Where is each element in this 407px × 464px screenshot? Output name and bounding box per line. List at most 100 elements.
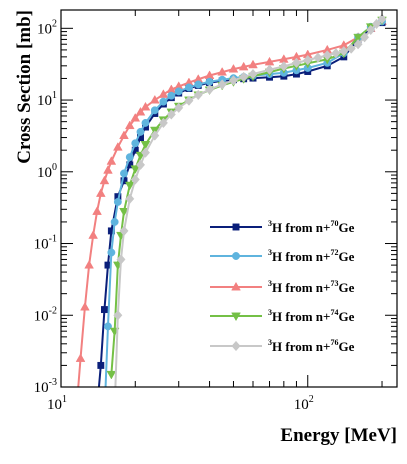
x-tick-label: 101 — [47, 394, 67, 413]
data-point — [119, 130, 129, 139]
data-point — [84, 260, 94, 269]
data-point — [99, 175, 110, 185]
data-point — [313, 52, 323, 63]
data-point — [377, 13, 387, 25]
data-point — [150, 130, 160, 141]
data-point — [303, 54, 313, 66]
data-point — [130, 174, 140, 185]
data-point — [184, 83, 193, 92]
data-point — [88, 230, 98, 239]
data-point — [135, 159, 146, 171]
data-point — [131, 139, 140, 148]
data-point — [184, 95, 194, 106]
y-tick-label-exp: 2 — [52, 18, 57, 29]
y-tick-label-exp: 0 — [52, 162, 57, 173]
x-axis-title: Energy [MeV] — [280, 425, 397, 446]
data-point — [140, 141, 151, 150]
series-layer — [75, 13, 387, 387]
data-point — [141, 118, 150, 127]
data-point — [80, 301, 90, 311]
y-tick-label: 100 — [37, 162, 57, 181]
plot-frame — [60, 9, 398, 388]
x-tick-label-base: 10 — [294, 397, 309, 413]
data-point — [228, 75, 238, 86]
data-point — [124, 120, 135, 130]
legend-entry: 3H from n+76Ge — [210, 338, 355, 354]
x-tick-label: 102 — [294, 394, 314, 413]
data-point — [113, 142, 123, 151]
data-point — [353, 39, 363, 50]
data-point — [92, 206, 102, 215]
y-tick-label-base: 10 — [37, 93, 52, 109]
data-point — [158, 89, 169, 98]
y-tick-label-base: 10 — [37, 165, 52, 181]
legend-label: 3H from n+73Ge — [268, 279, 355, 295]
legend-marker — [231, 340, 241, 352]
data-point — [331, 48, 341, 59]
y-tick-label-base: 10 — [34, 237, 49, 253]
data-point — [125, 193, 135, 204]
legend-label: 3H from n+76Ge — [268, 338, 355, 354]
data-point — [353, 33, 363, 43]
y-tick-label-exp: -2 — [49, 305, 57, 316]
legend-label: 3H from n+70Ge — [268, 219, 355, 235]
data-point — [322, 50, 332, 61]
data-point — [104, 322, 112, 331]
y-tick-label: 102 — [37, 18, 57, 37]
data-point — [106, 156, 117, 165]
legend-marker — [232, 223, 240, 231]
data-point — [264, 64, 275, 75]
data-point — [107, 248, 116, 257]
data-point — [140, 101, 151, 111]
data-point — [100, 306, 108, 314]
data-point — [124, 181, 135, 191]
data-point — [174, 87, 183, 96]
legend-label: 3H from n+72Ge — [268, 248, 355, 264]
data-point — [339, 45, 349, 57]
data-point — [360, 32, 370, 43]
y-tick-label-exp: -1 — [49, 234, 57, 245]
data-point — [194, 80, 203, 89]
legend-marker — [231, 281, 241, 291]
legend-entry: 3H from n+73Ge — [210, 279, 355, 295]
data-point — [136, 127, 145, 136]
y-tick-label: 101 — [37, 90, 57, 109]
y-tick-label-base: 10 — [37, 21, 52, 37]
legend-entry: 3H from n+70Ge — [210, 219, 355, 235]
data-point — [193, 89, 203, 101]
data-point — [130, 113, 141, 122]
data-point — [248, 59, 258, 69]
legend-label: 3H from n+74Ge — [268, 308, 355, 324]
data-point — [228, 63, 239, 73]
data-point — [205, 77, 214, 86]
x-tick-label-base: 10 — [47, 397, 62, 413]
data-point — [135, 106, 146, 116]
data-point — [346, 43, 356, 54]
data-point — [371, 18, 382, 30]
data-point — [166, 109, 176, 120]
data-point — [103, 165, 113, 174]
y-tick-label-exp: 1 — [52, 90, 57, 101]
data-point — [120, 169, 128, 178]
series-2 — [75, 16, 387, 387]
y-tick-label-base: 10 — [34, 308, 49, 324]
y-tick-label: 10-1 — [34, 234, 57, 253]
ticks-layer — [60, 10, 397, 388]
y-tick-label: 10-3 — [34, 377, 57, 396]
y-axis-title: Cross Section [mb] — [14, 10, 35, 164]
data-point — [95, 188, 106, 197]
legend-marker — [232, 252, 240, 260]
data-point — [113, 197, 122, 206]
legend-marker — [231, 312, 241, 322]
data-point — [248, 68, 258, 80]
legend-entry: 3H from n+74Ge — [210, 308, 355, 324]
data-point — [125, 153, 134, 162]
data-point — [366, 24, 376, 36]
data-point — [291, 57, 301, 69]
x-tick-label-exp: 2 — [309, 394, 314, 405]
data-point — [217, 79, 227, 90]
y-tick-label-exp: -3 — [49, 377, 57, 388]
data-point — [238, 61, 249, 71]
